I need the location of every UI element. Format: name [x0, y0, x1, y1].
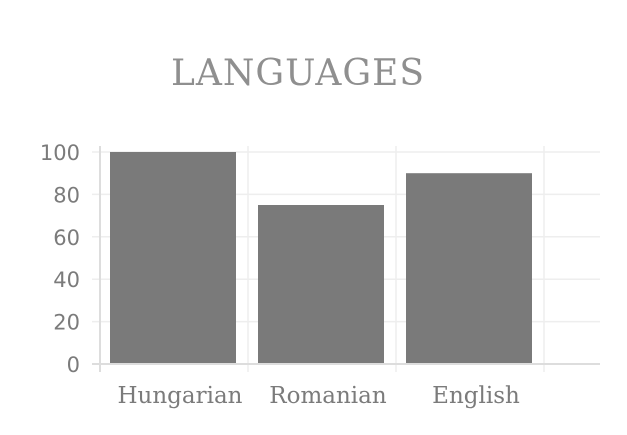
y-tick-label: 100 [40, 141, 80, 165]
chart-title: LANGUAGES [171, 53, 426, 94]
bars [110, 152, 532, 364]
bar-romanian [258, 205, 384, 364]
y-tick-label: 0 [67, 353, 80, 377]
y-tick-label: 40 [53, 268, 80, 292]
bar-hungarian [110, 152, 236, 364]
y-tick-label: 80 [53, 183, 80, 207]
y-tick-labels: 0 20 40 60 80 100 [40, 141, 80, 377]
y-tick-label: 20 [53, 311, 80, 335]
category-label-hungarian: Hungarian [118, 383, 243, 409]
category-label-romanian: Romanian [269, 383, 387, 409]
category-label-english: English [432, 383, 520, 409]
category-labels: Hungarian Romanian English [118, 383, 521, 409]
y-tick-label: 60 [53, 226, 80, 250]
bar-english [406, 173, 532, 364]
